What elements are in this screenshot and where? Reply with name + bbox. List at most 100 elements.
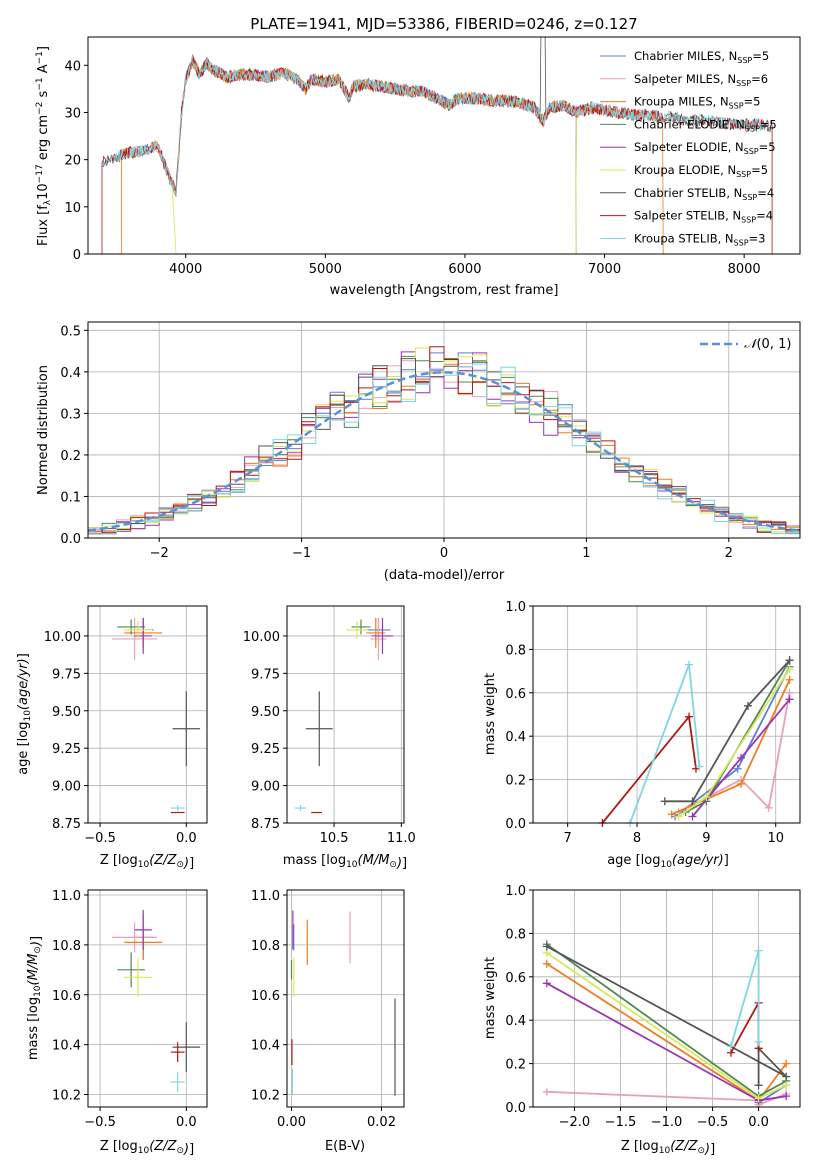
weight-marker [695,762,704,771]
x-tick-label: 0 [440,546,448,561]
weight-marker [754,1037,763,1046]
y-tick-label: 10.00 [243,630,280,645]
weight-marker [737,779,746,788]
x-tick-label: 8000 [728,262,761,277]
y-tick-label: 0.4 [60,366,81,381]
y-tick-label: 0.2 [60,449,81,464]
weight-marker [688,797,697,806]
y-axis-label: mass weight [483,673,498,755]
y-tick-label: 0.0 [60,532,81,547]
x-tick-label: 8 [633,831,641,846]
x-axis-label: age [log10(age/yr)] [607,853,729,870]
weight-line [664,659,791,803]
x-tick-label: −0.5 [84,831,116,846]
series-line [101,56,773,254]
legend-label: Salpeter ELODIE, NSSP=5 [634,140,776,156]
x-tick-label: 7000 [588,262,621,277]
panel-5: −0.5 0.0 10.2 10.4 10.6 10.8 11.0 [52,889,208,1130]
y-tick-label: 9.75 [251,667,280,682]
weight-marker [685,660,694,669]
x-tick-label: −2 [150,546,169,561]
panel-2: −0.5 0.0 8.75 9.00 9.25 9.50 9.75 10.00 [44,605,208,846]
y-tick-label: 11.0 [251,889,280,904]
y-tick-label: 9.50 [251,705,280,720]
x-axis-label: Z [log10(Z/Z⊙)] [100,1139,194,1157]
weight-marker [754,1094,763,1103]
panel-0: 4000 5000 6000 7000 8000 0 10 20 30 40 [64,36,801,277]
weight-marker [782,1092,791,1101]
weight-line [546,945,787,1086]
y-tick-label: 0.8 [505,643,526,658]
y-tick-label: 9.50 [52,705,81,720]
legend-label: Kroupa MILES, NSSP=5 [634,95,760,111]
x-tick-label: −1 [292,546,311,561]
legend-label: Salpeter STELIB, NSSP=4 [634,209,773,225]
legend-label: Salpeter MILES, NSSP=6 [634,72,768,88]
plot-area [290,910,396,1096]
panel-3: 10.5 11.0 8.75 9.00 9.25 9.50 9.75 10.00 [243,605,416,846]
weight-marker [685,712,694,721]
weight-marker [542,1087,551,1096]
x-tick-label: −2.0 [559,1115,591,1130]
plot-area [295,617,394,814]
y-tick-label: 0.2 [505,774,526,789]
x-tick-label: 0.0 [176,831,197,846]
x-tick-label: −0.5 [84,1115,116,1130]
y-tick-label: 0.6 [505,687,526,702]
weight-marker [782,1081,791,1090]
weight-marker [542,979,551,988]
y-tick-label: 0.3 [60,407,81,422]
weight-marker [667,810,676,819]
y-tick-label: 10.6 [52,989,81,1004]
weight-marker [733,764,742,773]
legend-label: Kroupa STELIB, NSSP=3 [634,231,765,247]
plot-area [112,909,201,1093]
normal-curve [87,371,801,532]
axes-frame [87,605,208,824]
panel-4: 7 8 9 10 0.0 0.2 0.4 0.6 0.8 1.0 [505,600,801,846]
x-tick-label: −1.0 [651,1115,683,1130]
series-line [121,58,663,197]
histogram-step [88,351,800,535]
x-axis-label: (data-model)/error [384,568,505,583]
x-tick-label: −0.5 [697,1115,729,1130]
y-tick-label: 11.0 [52,889,81,904]
y-tick-label: 0.1 [60,490,81,505]
y-tick-label: 10 [64,201,81,216]
plot-area [101,37,773,254]
axes-frame [286,605,405,824]
y-tick-label: 10.8 [251,939,280,954]
y-tick-label: 40 [64,59,81,74]
y-tick-label: 0.8 [505,927,526,942]
y-tick-label: 9.75 [52,667,81,682]
weight-marker [754,1081,763,1090]
weight-line [678,668,791,818]
x-tick-label: 0.0 [176,1115,197,1130]
weight-marker [542,959,551,968]
x-tick-label: 10.5 [320,831,349,846]
weight-marker [726,1042,735,1051]
weight-marker [782,1072,791,1081]
series-line [121,57,663,196]
weight-marker [782,1059,791,1068]
legend-label: Kroupa ELODIE, NSSP=5 [634,163,768,179]
weight-marker [743,701,752,710]
legend-label: Chabrier STELIB, NSSP=4 [634,186,774,202]
weight-marker [785,656,794,665]
x-axis-label: Z [log10(Z/Z⊙)] [621,1139,715,1157]
axes-frame [286,889,405,1108]
y-tick-label: 8.75 [52,817,81,832]
y-tick-label: 10.4 [52,1039,81,1054]
x-tick-label: 1 [582,546,590,561]
y-axis-label: Flux [fλ10−17 erg cm−2 s−1 A−1] [35,46,53,246]
series-line [101,57,773,195]
x-tick-label: 9 [702,831,710,846]
y-tick-label: 8.75 [251,817,280,832]
axes-frame [87,36,801,255]
legend-label: 𝒩(0, 1) [744,337,791,352]
x-tick-label: 0.02 [367,1115,396,1130]
y-tick-label: 9.00 [251,780,280,795]
y-tick-label: 0.4 [505,730,526,745]
plot-area [598,656,794,827]
